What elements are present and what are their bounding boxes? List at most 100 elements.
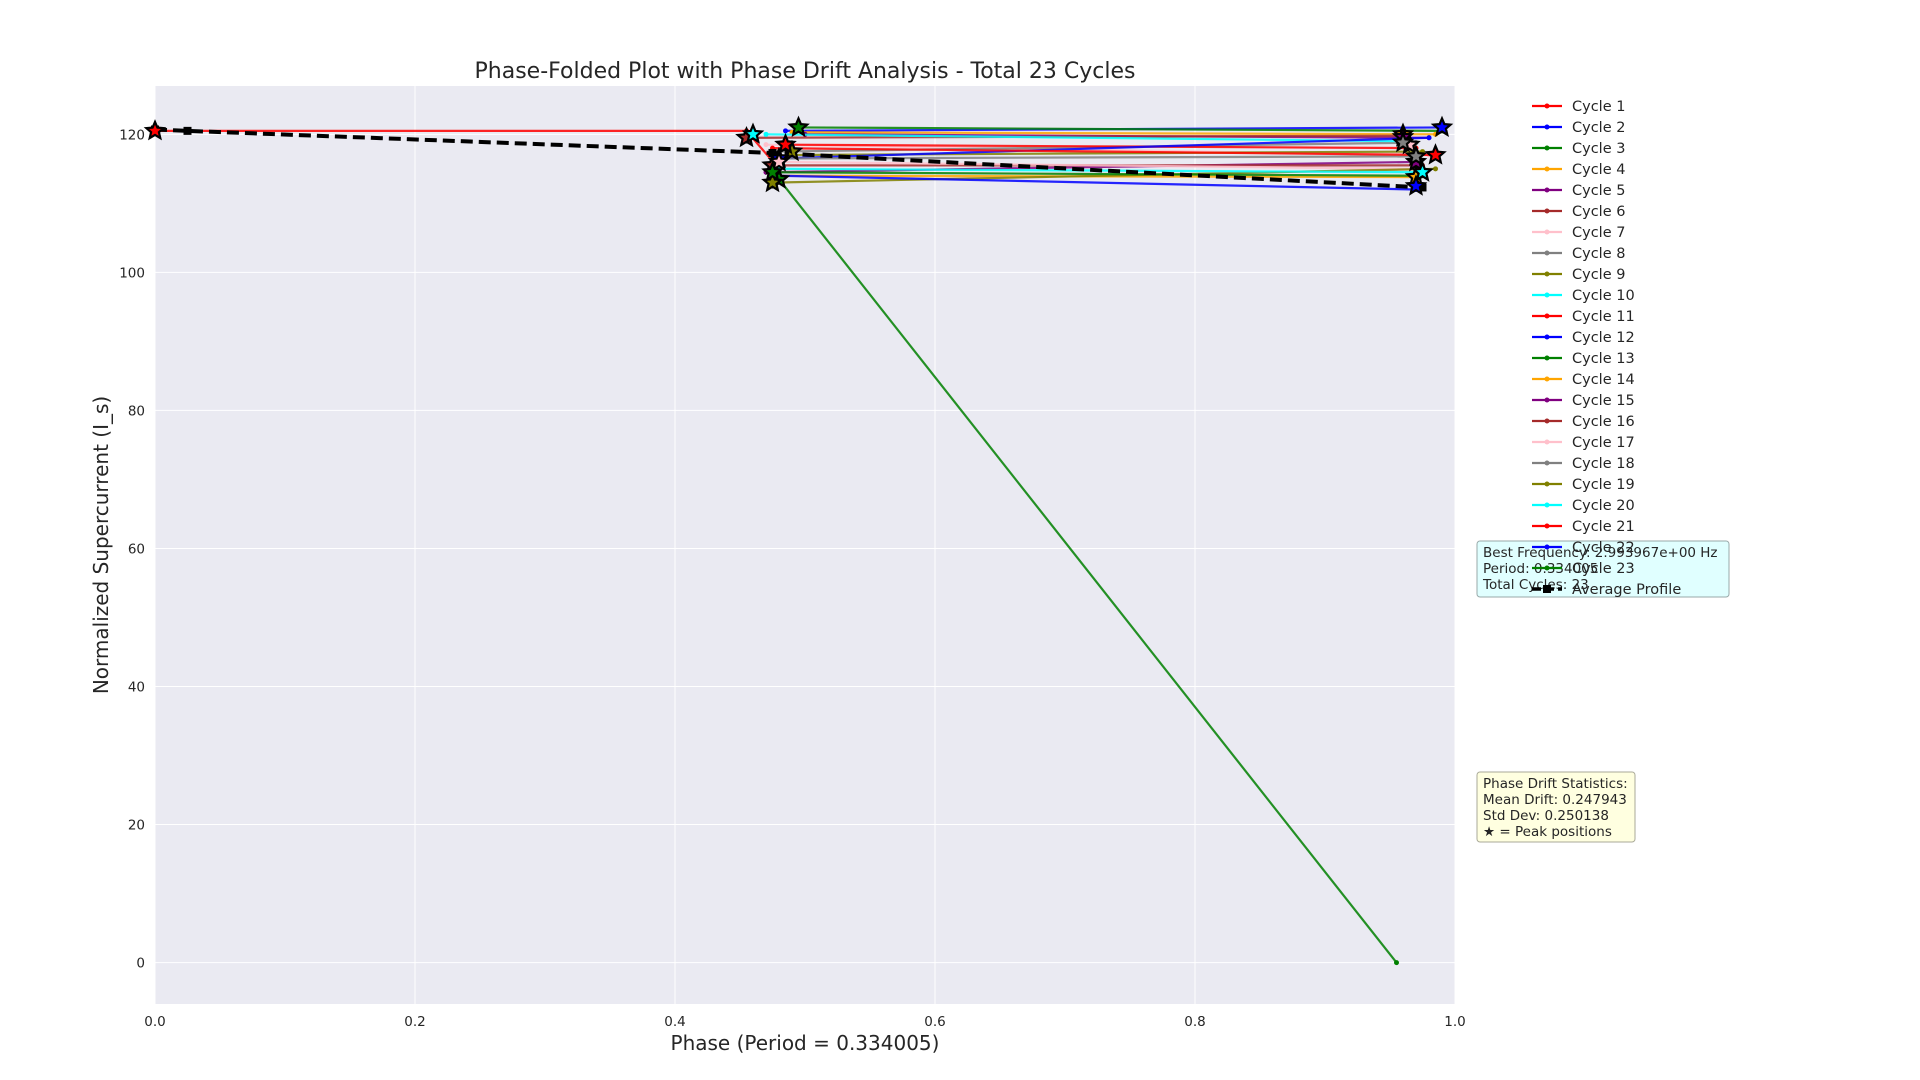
legend-swatch-marker [1544,187,1550,193]
average-profile-marker [768,148,777,157]
legend-label: Cycle 14 [1572,372,1635,388]
y-tick-label: 40 [128,679,145,695]
y-tick-label: 100 [119,265,145,281]
legend-label: Cycle 10 [1572,288,1635,304]
legend-label: Cycle 1 [1572,99,1625,115]
peak-star-cycle-20 [1411,160,1434,182]
peak-star-cycle-11 [774,132,797,155]
x-tick-label: 0.2 [404,1014,425,1030]
legend-swatch-marker [1544,397,1550,403]
legend-label: Cycle 11 [1572,309,1635,325]
peak-star-cycle-1 [143,119,167,141]
legend-label: Cycle 2 [1572,120,1625,136]
peak-star-cycle-19 [761,170,784,193]
peak-star-cycle-8 [1391,130,1415,153]
series-line-cycle-21 [772,147,1436,157]
legend-swatch-marker [1544,439,1550,445]
legend-swatch-marker [1544,481,1550,487]
legend-label: Cycle 18 [1572,456,1635,472]
x-tick-label: 0.4 [664,1014,685,1030]
legend-label: Cycle 21 [1572,519,1635,535]
legend-label: Cycle 5 [1572,183,1625,199]
info-line-cycles: Total Cycles: 23 [1482,577,1589,593]
peak-star-cycle-2 [1430,115,1454,137]
legend-label: Cycle 12 [1572,330,1635,346]
y-tick-label: 0 [136,956,145,972]
legend-swatch-marker [1544,271,1550,277]
legend-swatch-marker [1543,585,1551,593]
drift-stats-box: Phase Drift Statistics: Mean Drift: 0.24… [1476,771,1636,843]
x-tick-label: 0.8 [1184,1014,1205,1030]
legend-label: Cycle 13 [1572,351,1635,367]
peak-star-cycle-18 [1404,144,1428,166]
series-line-cycle-4 [791,131,1436,136]
legend-swatch-marker [1544,565,1550,571]
data-point [1433,166,1438,172]
y-tick-label: 20 [128,818,145,834]
peak-star-cycle-23 [761,160,784,182]
legend-swatch-marker [1544,229,1550,235]
legend-swatch-marker [1544,355,1550,361]
legend-label: Cycle 16 [1572,414,1635,430]
series-line-cycle-12 [778,136,1430,160]
data-point [763,142,769,148]
series-line-cycle-17 [778,160,1417,170]
legend-label: Cycle 19 [1572,477,1635,493]
x-tick-label: 0.6 [924,1014,945,1030]
chart-title: Phase-Folded Plot with Phase Drift Analy… [475,59,1136,84]
drift-line-mean: Mean Drift: 0.247943 [1483,792,1627,808]
info-box-bg [1476,540,1730,598]
legend-swatch-marker [1544,250,1550,256]
legend-label: Cycle 7 [1572,225,1625,241]
x-axis-label: Phase (Period = 0.334005) [671,1031,940,1055]
average-profile-marker [1418,183,1427,192]
legend-swatch-marker [1544,292,1550,298]
legend-label: Cycle 8 [1572,246,1625,262]
legend-swatch-marker [1544,502,1550,508]
legend-label-average: Average Profile [1572,582,1681,598]
series-line-cycle-15 [765,160,1417,174]
y-tick-label: 120 [119,127,145,143]
legend-label: Cycle 17 [1572,435,1635,451]
average-profile-line [154,127,1423,190]
series-line-cycle-3 [798,126,1443,132]
y-axis-label: Normalized Supercurrent (I_s) [89,396,113,694]
legend-label: Cycle 22 [1572,540,1635,556]
legend-swatch-marker [1544,124,1550,130]
legend-label: Cycle 20 [1572,498,1635,514]
legend-swatch-marker [1544,334,1550,340]
legend: Cycle 1 Cycle 2 Cycle 3 Cycle 4 Cycle 5 Cycle… [1532,99,1681,598]
peak-star-cycle-21 [1424,143,1447,165]
axis-ticks: 0.0 0.2 0.4 0.6 0.8 1.0 0 20 40 60 80 100 120 [119,127,1466,1030]
legend-swatch-marker [1544,166,1550,172]
y-tick-label: 80 [128,403,145,419]
drift-box-bg [1476,771,1636,843]
drift-line-title: Phase Drift Statistics: [1483,776,1628,792]
series-lines [152,124,1448,966]
series-line-cycle-11 [785,143,1417,150]
series-line-cycle-23 [772,171,1423,177]
legend-label: Cycle 4 [1572,162,1625,178]
series-line-cycle-22 [778,174,1417,191]
legend-swatch-marker [1544,313,1550,319]
legend-swatch-marker [1544,544,1550,550]
y-tick-label: 60 [128,541,145,557]
legend-swatch-marker [1544,145,1550,151]
series-line-cycle-13 [778,178,1398,964]
legend-label: Cycle 15 [1572,393,1635,409]
legend-swatch-marker [1544,103,1550,109]
x-tick-label: 1.0 [1444,1014,1465,1030]
drift-line-std: Std Dev: 0.250138 [1483,808,1609,824]
series-line-cycle-10 [765,133,1404,143]
info-line-frequency: Best Frequency: 2.993967e+00 Hz [1483,545,1718,561]
legend-swatch-marker [1544,376,1550,382]
peak-star-cycle-22 [1404,174,1428,196]
data-point [783,128,788,134]
x-tick-label: 0.0 [144,1014,165,1030]
peak-markers [143,115,1454,196]
legend-swatch-marker [1544,418,1550,424]
average-profile-marker [183,126,192,135]
legend-label: Cycle 23 [1572,561,1635,577]
peak-star-cycle-17 [767,150,791,172]
